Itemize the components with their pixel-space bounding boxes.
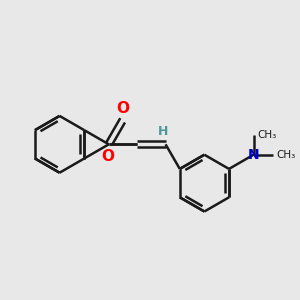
Text: CH₃: CH₃ xyxy=(277,150,296,160)
Text: CH₃: CH₃ xyxy=(257,130,276,140)
Text: H: H xyxy=(158,125,168,138)
Text: O: O xyxy=(101,149,114,164)
Text: O: O xyxy=(116,101,130,116)
Text: N: N xyxy=(248,148,260,162)
